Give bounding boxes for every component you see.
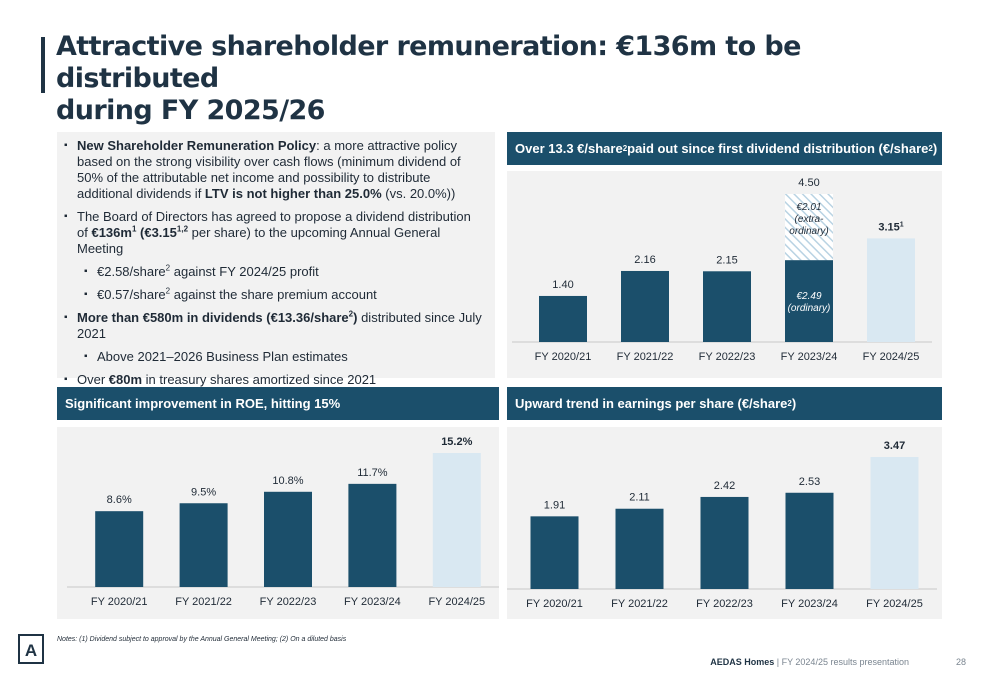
logo-letter: A: [25, 641, 37, 660]
bar-ordinary-3: [785, 260, 833, 342]
extraordinary-text-label-1: (extra-: [795, 214, 825, 225]
bullet-dividends-distributed: More than €580m in dividends (€13.36/sha…: [64, 310, 485, 342]
eps-chart: 1.91 FY 2020/21 2.11 FY 2021/22 2.42 FY 2022/…: [502, 440, 937, 610]
data-label-4: 15.2%: [441, 436, 472, 448]
extraordinary-text-label-2: ordinary): [789, 226, 828, 237]
category-label-0: FY 2020/21: [91, 596, 148, 608]
bar-2: [703, 271, 751, 342]
notes: Notes: (1) Dividend subject to approval …: [57, 636, 347, 643]
bar-0: [95, 511, 144, 587]
data-label-2: 10.8%: [272, 475, 303, 487]
sub-bullet-premium: €0.57/share2 against the share premium a…: [84, 287, 485, 303]
bar-extraordinary-3: [785, 194, 833, 261]
bullet-policy: New Shareholder Remuneration Policy: a m…: [64, 138, 485, 202]
roe-chart-panel: 8.6% FY 2020/21 9.5% FY 2021/22 10.8% FY 2022…: [57, 427, 499, 619]
data-label-sup: 1: [900, 221, 904, 228]
data-label-0: 8.6%: [107, 494, 132, 506]
dividend-chart-header: Over 13.3 €/share 2 paid out since first …: [507, 132, 942, 165]
data-label-3: 4.50: [798, 177, 819, 189]
category-label-2: FY 2022/23: [696, 598, 753, 610]
title-accent-bar: [41, 37, 45, 93]
category-label-4: FY 2024/25: [866, 598, 923, 610]
data-label-3: 2.53: [799, 476, 820, 488]
category-label-3: FY 2023/24: [781, 598, 838, 610]
footer-company: AEDAS Homes: [710, 657, 775, 667]
data-label-4: 3.47: [884, 440, 905, 452]
category-label-0: FY 2020/21: [535, 351, 592, 363]
data-label-2: 2.15: [716, 254, 737, 266]
extraordinary-value-label: €2.01: [796, 202, 821, 213]
footer-text: FY 2024/25 results presentation: [781, 657, 909, 667]
eps-chart-panel: 1.91 FY 2020/21 2.11 FY 2021/22 2.42 FY 2022/…: [502, 427, 942, 619]
page-number: 28: [955, 657, 966, 667]
bar-3: [785, 492, 834, 589]
category-label-0: FY 2020/21: [526, 598, 583, 610]
bar-3: [348, 483, 397, 587]
bar-4: [432, 453, 481, 587]
data-label-3: 11.7%: [357, 467, 388, 479]
category-label-1: FY 2021/22: [175, 596, 232, 608]
remuneration-bullets-panel: New Shareholder Remuneration Policy: a m…: [57, 132, 495, 388]
roe-chart: 8.6% FY 2020/21 9.5% FY 2021/22 10.8% FY 2022…: [67, 436, 499, 608]
sub-bullet-business-plan: Above 2021–2026 Business Plan estimates: [84, 349, 485, 365]
category-label-1: FY 2021/22: [617, 351, 674, 363]
category-label-2: FY 2022/23: [699, 351, 756, 363]
bar-1: [179, 503, 228, 587]
data-label-2: 2.42: [714, 480, 735, 492]
data-label-1: 2.16: [634, 254, 655, 266]
eps-chart-header: Upward trend in earnings per share (€/sh…: [507, 387, 942, 420]
page-title: Attractive shareholder remuneration: €13…: [56, 31, 956, 127]
data-label-1: 9.5%: [191, 486, 216, 498]
category-label-4: FY 2024/25: [863, 351, 920, 363]
bar-2: [264, 491, 312, 587]
bar-2: [700, 496, 749, 589]
category-label-4: FY 2024/25: [428, 596, 485, 608]
ordinary-text-label: (ordinary): [788, 303, 831, 314]
page-title-line-2: during FY 2025/26: [56, 95, 325, 126]
bar-4: [870, 457, 919, 589]
aedas-logo: A: [18, 634, 44, 664]
category-label-1: FY 2021/22: [611, 598, 668, 610]
bar-4: [867, 238, 915, 342]
sub-bullet-profit: €2.58/share2 against FY 2024/25 profit: [84, 264, 485, 280]
dividend-chart: 1.40 FY 2020/21 2.16 FY 2021/22 2.15 FY 2022/…: [512, 177, 932, 363]
bullet-treasury-shares: Over €80m in treasury shares amortized s…: [64, 372, 485, 388]
data-label-4: 3.151: [878, 221, 903, 233]
data-label-0: 1.40: [552, 279, 573, 291]
category-label-3: FY 2023/24: [344, 596, 401, 608]
category-label-2: FY 2022/23: [260, 596, 317, 608]
data-label-0: 1.91: [544, 499, 565, 511]
dividend-chart-panel: 1.40 FY 2020/21 2.16 FY 2021/22 2.15 FY 2022/…: [507, 171, 942, 378]
category-label-3: FY 2023/24: [781, 351, 838, 363]
data-label-1: 2.11: [629, 492, 650, 504]
bar-0: [539, 295, 587, 342]
bar-0: [530, 516, 579, 589]
footer: AEDAS Homes | FY 2024/25 results present…: [710, 657, 909, 667]
roe-chart-header: Significant improvement in ROE, hitting …: [57, 387, 499, 420]
page-title-line-1: Attractive shareholder remuneration: €13…: [56, 31, 801, 94]
bar-1: [615, 508, 664, 589]
bullet-board-proposal: The Board of Directors has agreed to pro…: [64, 209, 485, 257]
bar-1: [621, 270, 669, 342]
ordinary-value-label: €2.49: [796, 291, 821, 302]
